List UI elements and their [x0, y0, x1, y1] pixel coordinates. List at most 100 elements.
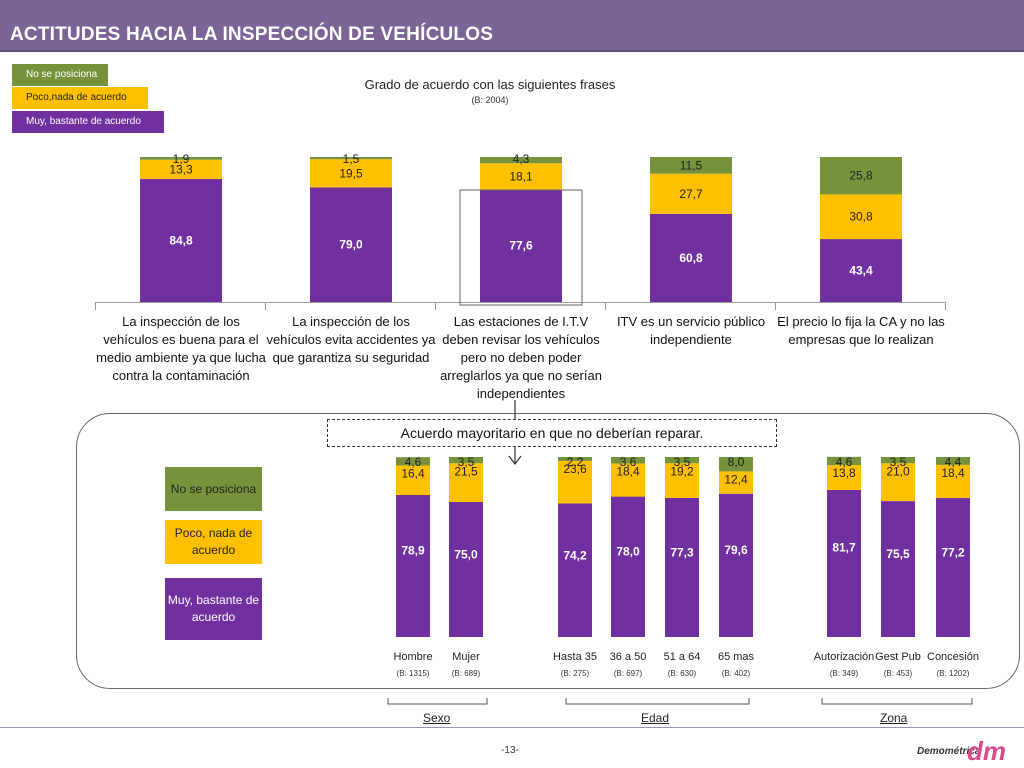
logo-mark: dm: [967, 736, 1006, 766]
top-bar-segment: [650, 213, 732, 302]
segment-category-label: 51 a 64: [664, 651, 701, 663]
top-bar-value-label: 19,5: [339, 166, 363, 180]
top-category-label-line: El precio lo fija la CA y no las: [777, 314, 945, 329]
top-category-label: Las estaciones de I.T.V deben revisar los…: [433, 313, 609, 403]
top-bar-value-label: 84,8: [169, 234, 193, 248]
top-bar-value-label: 13,3: [169, 162, 193, 176]
top-bar-segment: [820, 157, 902, 195]
legend-top-item-poco-nada: Poco,nada de acuerdo: [12, 87, 148, 109]
segment-category-label: Autorización: [814, 651, 875, 663]
segment-bar-value-label: 4,4: [945, 455, 962, 469]
bracket-sexo: [387, 698, 488, 705]
top-bar-value-label: 30,8: [849, 210, 873, 224]
segment-bar-value-label: 3,5: [890, 455, 907, 469]
top-category-label: El precio lo fija la CA y no las empresas…: [773, 313, 949, 349]
legend-bottom-label: Muy, bastante de acuerdo: [167, 593, 260, 624]
top-category-label-line: arreglarlos ya que no serían: [440, 368, 602, 383]
segment-bar-part: [719, 493, 753, 637]
segment-category-label: 65 mas: [718, 651, 755, 663]
legend-top-item-muy-bastante: Muy, bastante de acuerdo: [12, 111, 164, 133]
connector-arrowhead: [508, 455, 522, 465]
segment-bar-part: [611, 463, 645, 497]
callout-box: Acuerdo mayoritario en que no deberían r…: [327, 419, 777, 447]
segment-bar-part: [719, 457, 753, 472]
legend-bottom-item-muy-bastante: Muy, bastante de acuerdo: [165, 578, 262, 640]
segment-bar-part: [558, 503, 592, 637]
top-bar-value-label: 1,5: [343, 152, 360, 166]
header-bar: [0, 0, 1024, 52]
legend-top-label: Muy, bastante de acuerdo: [26, 116, 141, 127]
segment-base-label: (B: 697): [614, 669, 643, 678]
segment-bar-value-label: 18,4: [616, 464, 640, 478]
chart-subtitle: (B: 2004): [471, 95, 509, 105]
segment-category-label: Hombre: [393, 651, 432, 663]
top-bar-segment: [650, 173, 732, 214]
segment-bar-part: [449, 502, 483, 637]
segment-bar-value-label: 21,5: [454, 464, 478, 478]
logo-text: Demométrica: [917, 746, 981, 757]
segment-base-label: (B: 349): [830, 669, 859, 678]
segment-bar-value-label: 3,5: [458, 455, 475, 469]
segment-bar-part: [665, 457, 699, 464]
segment-bar-value-label: 21,0: [886, 464, 910, 478]
bracket-zona: [821, 698, 973, 705]
top-category-label: ITV es un servicio público independiente: [603, 313, 779, 349]
segment-base-label: (B: 630): [668, 669, 697, 678]
top-bar-segment: [480, 189, 562, 302]
top-category-label-line: medio ambiente ya que lucha: [96, 350, 266, 365]
segment-bar-value-label: 13,8: [832, 466, 856, 480]
top-bar-value-label: 11,5: [680, 158, 703, 172]
segment-bar-value-label: 4,6: [836, 455, 853, 469]
segment-base-label: (B: 453): [884, 669, 913, 678]
segment-base-label: (B: 689): [452, 669, 481, 678]
segment-bar-value-label: 3,5: [674, 455, 691, 469]
top-category-label-line: La inspección de los: [122, 314, 240, 329]
segment-base-label: (B: 1202): [937, 669, 970, 678]
top-bar-segment: [650, 157, 732, 174]
legend-bottom-item-no-posiciona: No se posiciona: [165, 467, 262, 511]
segment-bar-part: [611, 496, 645, 637]
group-label-edad: Edad: [641, 711, 670, 725]
top-bar-segment: [820, 194, 902, 240]
segment-bar-value-label: 77,3: [670, 545, 694, 559]
segment-panel: [76, 413, 1020, 689]
top-bar-segment: [480, 157, 562, 164]
segment-bar-value-label: 8,0: [728, 455, 745, 469]
top-category-label-line: vehículos evita accidentes ya: [266, 332, 436, 347]
top-category-label: La inspección de los vehículos evita acci…: [263, 313, 439, 367]
segment-bar-part: [936, 464, 970, 499]
top-category-label-line: La inspección de los: [292, 314, 410, 329]
top-category-label: La inspección de los vehículos es buena p…: [93, 313, 269, 385]
legend-top-item-no-posiciona: No se posiciona: [12, 64, 108, 86]
segment-base-label: (B: 275): [561, 669, 590, 678]
segment-bar-part: [936, 457, 970, 465]
top-category-label-line: que garantiza su seguridad: [272, 350, 430, 365]
top-bar-segment: [310, 159, 392, 188]
segment-category-label: Mujer: [452, 651, 480, 663]
top-category-label-line: pero no deben poder: [460, 350, 582, 365]
segment-bar-value-label: 81,7: [832, 541, 856, 555]
legend-top-label: Poco,nada de acuerdo: [26, 92, 127, 103]
top-bar-value-label: 4,3: [513, 152, 530, 166]
segment-bar-part: [936, 498, 970, 637]
segment-bar-part: [449, 463, 483, 502]
top-bar-value-label: 18,1: [509, 169, 533, 183]
top-category-label-line: contra la contaminación: [112, 368, 250, 383]
top-bar-value-label: 43,4: [849, 264, 873, 278]
segment-bar-part: [558, 457, 592, 461]
top-bar-segment: [140, 157, 222, 160]
segment-bar-value-label: 77,2: [941, 545, 965, 559]
segment-bar-value-label: 12,4: [724, 472, 748, 486]
legend-bottom-item-poco-nada: Poco, nada de acuerdo: [165, 520, 262, 564]
segment-bar-value-label: 16,4: [401, 466, 425, 480]
segment-bar-part: [827, 456, 861, 466]
top-bar-segment: [820, 239, 902, 302]
legend-bottom-label: No se posiciona: [170, 481, 257, 496]
segment-bar-value-label: 78,0: [616, 545, 640, 559]
segment-category-label: Hasta 35: [553, 651, 597, 663]
top-category-label-line: vehículos es buena para el: [103, 332, 259, 347]
highlight-box: [459, 189, 583, 306]
page-title: ACTITUDES HACIA LA INSPECCIÓN DE VEHÍCUL…: [10, 24, 494, 45]
segment-bar-part: [881, 463, 915, 502]
